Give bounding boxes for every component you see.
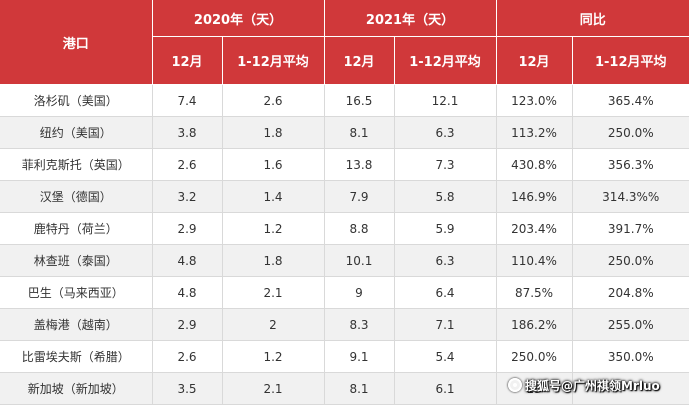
header-group-2021: 2021年（天） (324, 0, 497, 37)
header-2020-dec: 12月 (152, 36, 223, 85)
cell-yoy-avg: 255.0% (572, 308, 689, 341)
cell-port: 比雷埃夫斯（希腊） (0, 340, 153, 373)
header-yoy-avg: 1-12月平均 (572, 36, 689, 85)
cell-2020-avg: 2.1 (222, 276, 325, 309)
cell-yoy-avg: 250.0% (572, 244, 689, 277)
cell-port: 菲利克斯托（英国） (0, 148, 153, 181)
cell-2021-dec: 7.9 (324, 180, 395, 213)
table-header: 港口 2020年（天） 2021年（天） 同比 12月 1-12月平均 12月 … (0, 0, 689, 85)
cell-yoy-avg: 250.0% (572, 116, 689, 149)
cell-2020-avg: 1.6 (222, 148, 325, 181)
cell-2020-avg: 1.8 (222, 244, 325, 277)
cell-yoy-dec: 250.0% (496, 340, 573, 373)
cell-2021-avg: 7.3 (394, 148, 497, 181)
cell-2020-avg: 2.6 (222, 84, 325, 117)
header-yoy-dec: 12月 (496, 36, 573, 85)
cell-2021-avg: 6.3 (394, 244, 497, 277)
table-row: 林查班（泰国） 4.8 1.8 10.1 6.3 110.4% 250.0% (0, 244, 689, 277)
cell-yoy-avg: 356.3% (572, 148, 689, 181)
cell-2020-dec: 4.8 (152, 244, 223, 277)
cell-2020-avg: 1.4 (222, 180, 325, 213)
cell-port: 纽约（美国） (0, 116, 153, 149)
cell-2021-dec: 8.8 (324, 212, 395, 245)
cell-2021-dec: 9.1 (324, 340, 395, 373)
cell-port: 盖梅港（越南） (0, 308, 153, 341)
table-row: 汉堡（德国） 3.2 1.4 7.9 5.8 146.9% 314.3%% (0, 180, 689, 213)
cell-yoy-dec: 146.9% (496, 180, 573, 213)
cell-2021-avg: 7.1 (394, 308, 497, 341)
cell-port: 洛杉矶（美国） (0, 84, 153, 117)
table-body: 洛杉矶（美国） 7.4 2.6 16.5 12.1 123.0% 365.4% 纽约（美国） 3… (0, 84, 689, 405)
cell-yoy-avg: 204.8% (572, 276, 689, 309)
cell-2020-dec: 2.9 (152, 212, 223, 245)
cell-yoy-avg: 365.4% (572, 84, 689, 117)
cell-yoy-dec: 110.4% (496, 244, 573, 277)
cell-2021-dec: 13.8 (324, 148, 395, 181)
cell-yoy-dec: 87.5% (496, 276, 573, 309)
cell-port: 汉堡（德国） (0, 180, 153, 213)
cell-2021-avg: 12.1 (394, 84, 497, 117)
cell-yoy-avg: 314.3%% (572, 180, 689, 213)
cell-2021-avg: 5.4 (394, 340, 497, 373)
cell-2020-dec: 2.6 (152, 148, 223, 181)
table-row: 比雷埃夫斯（希腊） 2.6 1.2 9.1 5.4 250.0% 350.0% (0, 340, 689, 373)
cell-2021-dec: 8.3 (324, 308, 395, 341)
header-group-yoy: 同比 (496, 0, 689, 37)
cell-yoy-avg: 350.0% (572, 340, 689, 373)
cell-yoy-dec: 123.0% (496, 84, 573, 117)
cell-yoy-avg: 391.7% (572, 212, 689, 245)
table-row: 巴生（马来西亚） 4.8 2.1 9 6.4 87.5% 204.8% (0, 276, 689, 309)
cell-2021-avg: 6.4 (394, 276, 497, 309)
header-group-2020: 2020年（天） (152, 0, 325, 37)
cell-port: 林查班（泰国） (0, 244, 153, 277)
cell-yoy-dec: 430.8% (496, 148, 573, 181)
cell-2020-avg: 1.2 (222, 212, 325, 245)
cell-port: 鹿特丹（荷兰） (0, 212, 153, 245)
cell-2020-dec: 3.2 (152, 180, 223, 213)
cell-yoy-dec: 186.2% (496, 308, 573, 341)
table-row: 盖梅港（越南） 2.9 2 8.3 7.1 186.2% 255.0% (0, 308, 689, 341)
table-row: 鹿特丹（荷兰） 2.9 1.2 8.8 5.9 203.4% 391.7% (0, 212, 689, 245)
table-row: 纽约（美国） 3.8 1.8 8.1 6.3 113.2% 250.0% (0, 116, 689, 149)
cell-yoy-dec: 203.4% (496, 212, 573, 245)
cell-2021-avg: 5.9 (394, 212, 497, 245)
cell-2021-avg: 6.3 (394, 116, 497, 149)
cell-2020-dec: 7.4 (152, 84, 223, 117)
cell-2021-dec: 10.1 (324, 244, 395, 277)
cell-2020-dec: 4.8 (152, 276, 223, 309)
cell-2020-dec: 2.9 (152, 308, 223, 341)
cell-2020-dec: 3.8 (152, 116, 223, 149)
cell-2021-dec: 9 (324, 276, 395, 309)
cell-2020-avg: 2 (222, 308, 325, 341)
header-2021-avg: 1-12月平均 (394, 36, 497, 85)
header-2021-dec: 12月 (324, 36, 395, 85)
cell-2020-dec: 2.6 (152, 340, 223, 373)
cell-2021-dec: 8.1 (324, 116, 395, 149)
cell-2021-dec: 16.5 (324, 84, 395, 117)
table-row: 洛杉矶（美国） 7.4 2.6 16.5 12.1 123.0% 365.4% (0, 84, 689, 117)
cell-2020-avg: 1.2 (222, 340, 325, 373)
table-row: 菲利克斯托（英国） 2.6 1.6 13.8 7.3 430.8% 356.3% (0, 148, 689, 181)
cell-port: 巴生（马来西亚） (0, 276, 153, 309)
cell-yoy-dec: 113.2% (496, 116, 573, 149)
cell-2021-avg: 5.8 (394, 180, 497, 213)
header-port: 港口 (0, 0, 153, 85)
header-2020-avg: 1-12月平均 (222, 36, 325, 85)
cell-2020-avg: 1.8 (222, 116, 325, 149)
